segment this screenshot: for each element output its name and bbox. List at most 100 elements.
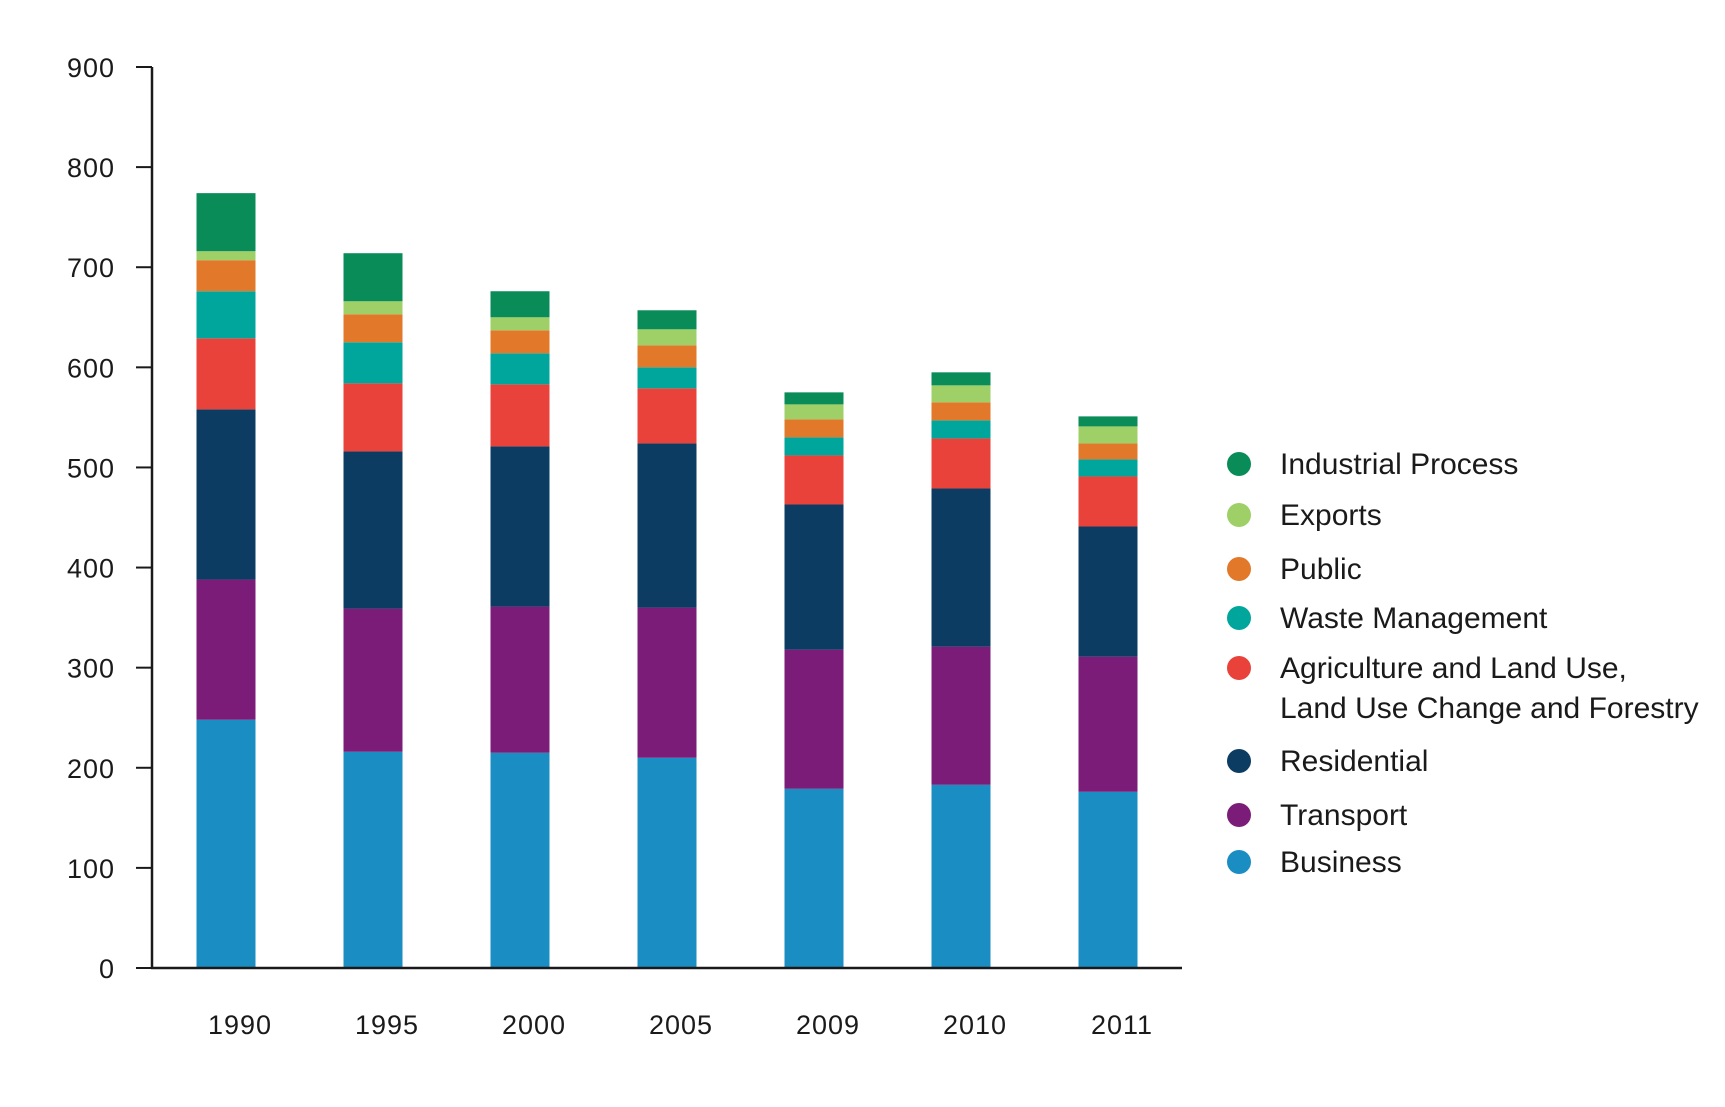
- legend-item: Waste Management: [1227, 602, 1548, 635]
- legend-label-line: Agriculture and Land Use,: [1280, 652, 1627, 685]
- legend-swatch: [1227, 452, 1251, 476]
- axes-layer: 1990 1995 2000 2005 2009 2010 2011 0 100 200 300 40…: [67, 53, 1182, 1040]
- bar-segment: [1078, 791, 1138, 968]
- legend-swatch: [1227, 503, 1251, 527]
- x-tick-label: 1990: [208, 1010, 272, 1040]
- bar-stack-1990: [196, 193, 256, 968]
- y-tick-label: 500: [67, 453, 115, 483]
- bar-segment: [637, 757, 697, 968]
- y-tick-label: 900: [67, 53, 115, 83]
- legend-label: Residential: [1280, 745, 1428, 778]
- bar-segment: [931, 646, 991, 785]
- bar-segment: [784, 419, 844, 438]
- bar-segment: [784, 404, 844, 420]
- bar-segment: [784, 437, 844, 456]
- bar-segment: [637, 388, 697, 444]
- bars-layer: [196, 193, 1138, 968]
- legend-item: Public: [1227, 553, 1362, 586]
- legend-label-line: Land Use Change and Forestry: [1280, 692, 1699, 725]
- y-tick-label: 400: [67, 554, 115, 584]
- bar-segment: [343, 314, 403, 343]
- bar-segment: [931, 784, 991, 968]
- bar-segment: [490, 330, 550, 354]
- bar-segment: [784, 649, 844, 789]
- bar-segment: [931, 420, 991, 439]
- bar-segment: [196, 719, 256, 968]
- bar-segment: [1078, 476, 1138, 527]
- legend-swatch: [1227, 850, 1251, 874]
- legend-item: Transport: [1227, 799, 1408, 832]
- legend-label: Business: [1280, 846, 1402, 879]
- legend-label: Industrial Process: [1280, 448, 1518, 481]
- bar-segment: [196, 251, 256, 261]
- legend-swatch: [1227, 803, 1251, 827]
- bar-segment: [343, 342, 403, 384]
- legend-label-line: Waste Management: [1280, 602, 1548, 635]
- bar-stack-1995: [343, 253, 403, 968]
- bar-segment: [1078, 526, 1138, 657]
- bar-segment: [637, 345, 697, 368]
- legend-item: Business: [1227, 846, 1402, 879]
- bar-segment: [637, 310, 697, 330]
- x-tick-label: 1995: [355, 1010, 419, 1040]
- bar-stack-2010: [931, 372, 991, 968]
- bar-segment: [931, 402, 991, 421]
- legend-label-line: Exports: [1280, 499, 1382, 532]
- bar-stack-2005: [637, 310, 697, 968]
- bar-stack-2000: [490, 291, 550, 968]
- bar-segment: [490, 291, 550, 318]
- bar-segment: [196, 338, 256, 410]
- legend-label-line: Public: [1280, 553, 1362, 586]
- bar-segment: [196, 291, 256, 339]
- bar-segment: [1078, 656, 1138, 792]
- legend-label-line: Business: [1280, 846, 1402, 879]
- legend-item: Agriculture and Land Use, Land Use Change…: [1227, 652, 1699, 725]
- bar-segment: [931, 372, 991, 386]
- bar-segment: [343, 253, 403, 302]
- bar-segment: [784, 504, 844, 650]
- bar-segment: [343, 383, 403, 452]
- legend-swatch: [1227, 606, 1251, 630]
- legend-label-line: Residential: [1280, 745, 1428, 778]
- x-tick-label: 2011: [1091, 1010, 1153, 1040]
- y-tick-label: 100: [67, 854, 115, 884]
- legend-swatch: [1227, 656, 1251, 680]
- legend-label: Waste Management: [1280, 602, 1548, 635]
- y-tick-label: 200: [67, 754, 115, 784]
- y-tick-label: 300: [67, 654, 115, 684]
- bar-segment: [196, 579, 256, 720]
- x-tick-label: 2005: [649, 1010, 713, 1040]
- bar-stack-2011: [1078, 416, 1138, 968]
- y-tick-label: 0: [99, 954, 115, 984]
- bar-segment: [1078, 426, 1138, 444]
- legend-label: Transport: [1280, 799, 1408, 832]
- legend: Industrial Process Exports Public Waste Man…: [1227, 448, 1699, 879]
- bar-segment: [490, 606, 550, 753]
- bar-segment: [1078, 416, 1138, 427]
- bar-segment: [490, 752, 550, 968]
- x-tick-label: 2010: [943, 1010, 1007, 1040]
- bar-segment: [784, 455, 844, 505]
- bar-segment: [343, 301, 403, 315]
- legend-label: Exports: [1280, 499, 1382, 532]
- bar-segment: [784, 788, 844, 968]
- bar-segment: [1078, 443, 1138, 460]
- bar-segment: [637, 607, 697, 758]
- bar-segment: [196, 193, 256, 252]
- bar-segment: [637, 367, 697, 389]
- legend-label: Public: [1280, 553, 1362, 586]
- legend-item: Industrial Process: [1227, 448, 1518, 481]
- bar-segment: [490, 446, 550, 607]
- legend-label-line: Transport: [1280, 799, 1408, 832]
- bar-segment: [490, 353, 550, 385]
- x-tick-label: 2009: [796, 1010, 860, 1040]
- bar-segment: [931, 385, 991, 403]
- bar-segment: [637, 443, 697, 608]
- bar-segment: [343, 751, 403, 968]
- bar-segment: [490, 384, 550, 447]
- bar-segment: [196, 409, 256, 580]
- legend-label-line: Industrial Process: [1280, 448, 1518, 481]
- bar-segment: [1078, 459, 1138, 477]
